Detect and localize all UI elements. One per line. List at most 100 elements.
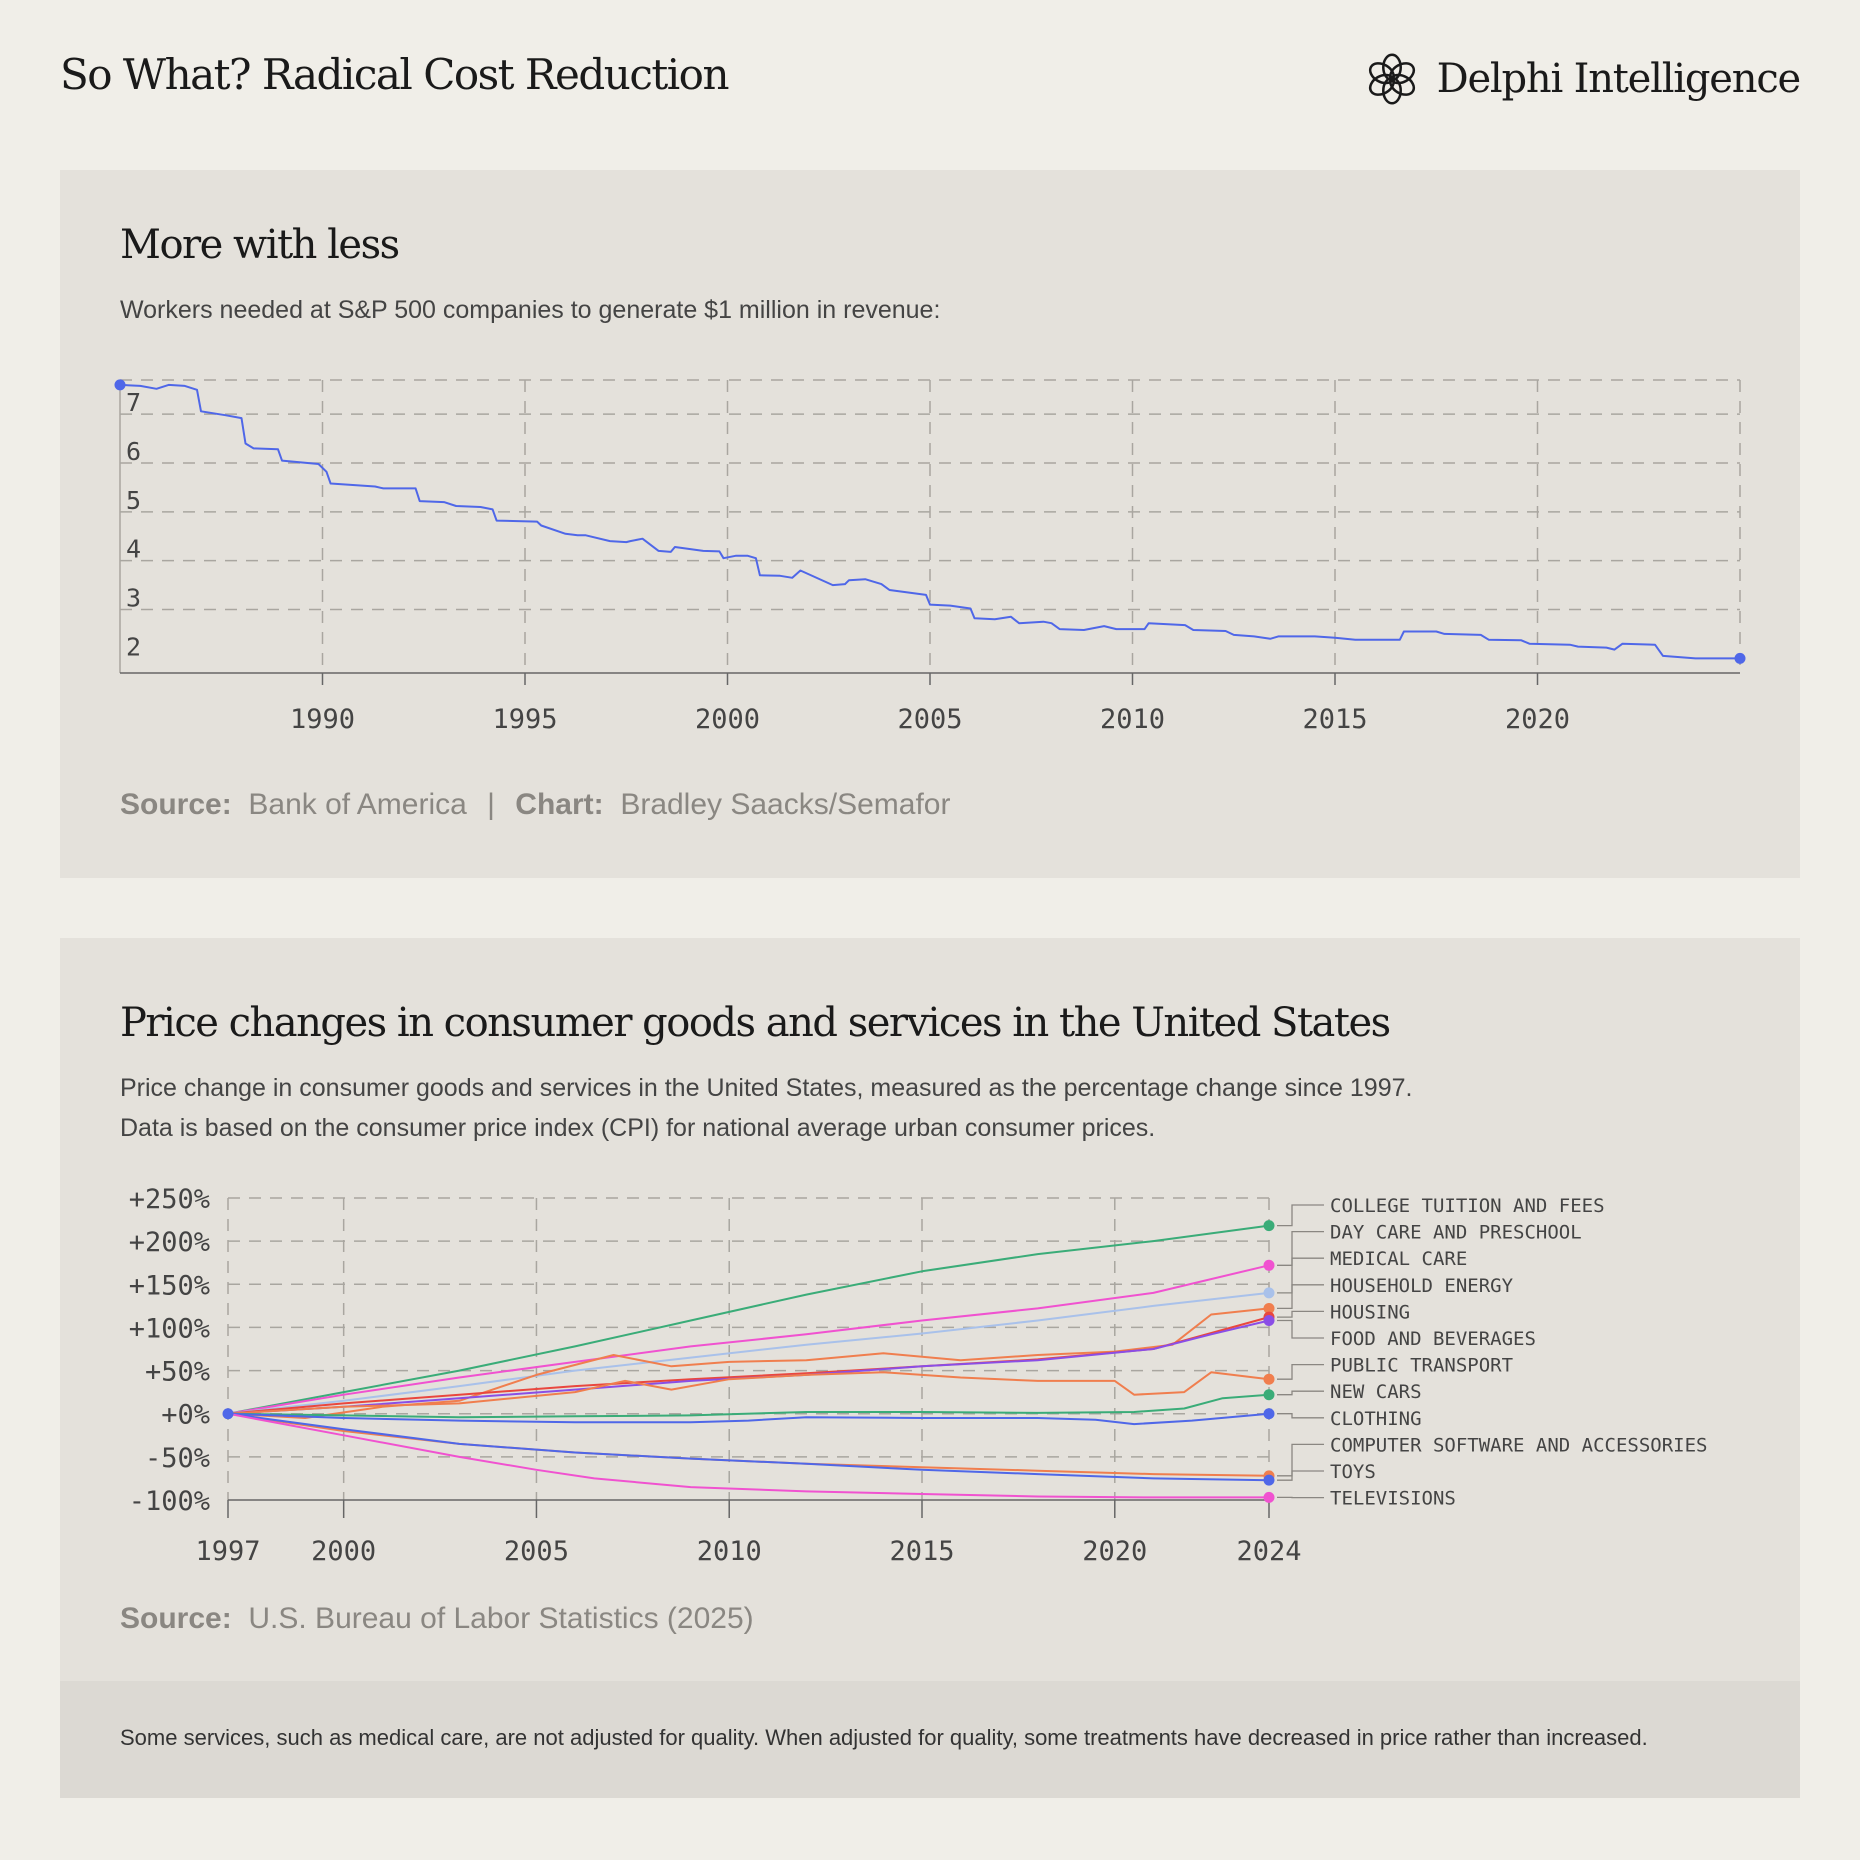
series-end-point — [1263, 1315, 1275, 1327]
y-tick-label: +50% — [145, 1357, 210, 1388]
series-line — [227, 1224, 1270, 1415]
chart-subtitle: Price change in consumer goods and servi… — [120, 1068, 1412, 1148]
chart-panel-workers: More with less Workers needed at S&P 500… — [60, 170, 1800, 878]
legend-label: DAY CARE AND PRESCHOOL — [1330, 1222, 1582, 1244]
chart-subtitle-line-1: Price change in consumer goods and servi… — [120, 1074, 1413, 1102]
series-end-point — [1263, 1259, 1275, 1271]
legend-leader-line — [1277, 1443, 1324, 1477]
x-tick-label: 2015 — [889, 1536, 954, 1567]
y-tick-label: 5 — [126, 486, 141, 515]
brand-name: Delphi Intelligence — [1436, 56, 1802, 102]
chart-source: Source: U.S. Bureau of Labor Statistics … — [120, 1602, 754, 1636]
legend-leader-line — [1277, 1470, 1324, 1481]
series-line — [227, 1264, 1270, 1415]
source-separator: | — [487, 788, 495, 821]
chart-panel-prices: Price changes in consumer goods and serv… — [60, 938, 1800, 1798]
workers-line-chart: 2 3 4 5 6 7 1990 1995 2000 2005 2010 2015 2020 — [114, 379, 1746, 735]
legend-leader-line — [1277, 1390, 1324, 1396]
series-end-point — [1263, 1389, 1275, 1401]
chart-title: Price changes in consumer goods and serv… — [120, 1000, 1391, 1046]
x-tick-label: 2010 — [1100, 704, 1165, 735]
series-end-point — [1734, 652, 1746, 664]
legend-leader-line — [1277, 1204, 1324, 1227]
header: So What? Radical Cost Reduction Delphi I… — [60, 40, 1802, 120]
chart-credit-value: Bradley Saacks/Semafor — [620, 788, 951, 821]
x-tick-label: 2020 — [1505, 704, 1570, 735]
y-tick-label: +0% — [161, 1400, 210, 1431]
series-line — [227, 1412, 1270, 1477]
series-end-point — [1263, 1287, 1275, 1299]
series-start-point — [222, 1408, 234, 1420]
series-end-point — [1263, 1220, 1275, 1232]
x-tick-label: 2005 — [504, 1536, 569, 1567]
x-tick-label: 2000 — [695, 704, 760, 735]
series-start-point — [114, 379, 126, 391]
y-tick-label: 7 — [126, 388, 141, 417]
legend-label: FOOD AND BEVERAGES — [1330, 1328, 1536, 1350]
series-line — [227, 1291, 1270, 1415]
series-end-point — [1263, 1373, 1275, 1385]
footnote-band: Some services, such as medical care, are… — [60, 1681, 1800, 1798]
source-value: U.S. Bureau of Labor Statistics (2025) — [248, 1602, 754, 1635]
price-changes-line-chart: +250% +200% +150% +100% +50% +0% -50% -100% 1997… — [129, 1184, 1708, 1567]
series-line — [227, 1412, 1270, 1426]
y-tick-label: +250% — [129, 1184, 210, 1215]
y-tick-label: -100% — [129, 1486, 210, 1517]
legend-leader-line — [1277, 1363, 1324, 1380]
y-tick-label: +150% — [129, 1270, 210, 1301]
y-tick-label: +200% — [129, 1227, 210, 1258]
legend-label: HOUSING — [1330, 1301, 1410, 1323]
series-line — [227, 1412, 1270, 1482]
footnote: Some services, such as medical care, are… — [120, 1725, 1648, 1750]
legend-label: TOYS — [1330, 1461, 1376, 1483]
series-line — [227, 1307, 1270, 1419]
chart-subtitle: Workers needed at S&P 500 companies to g… — [120, 296, 941, 324]
x-tick-label: 2020 — [1082, 1536, 1147, 1567]
series-line — [227, 1371, 1270, 1415]
legend-leader-line — [1277, 1413, 1324, 1419]
series-end-point — [1263, 1302, 1275, 1314]
x-tick-label: 1995 — [492, 704, 557, 735]
source-label: Source: — [120, 788, 232, 821]
chart-title: More with less — [120, 222, 400, 268]
y-tick-label: +100% — [129, 1313, 210, 1344]
series-end-point — [1263, 1491, 1275, 1503]
series-line — [227, 1412, 1269, 1499]
y-tick-label: -50% — [145, 1443, 210, 1474]
brand[interactable]: Delphi Intelligence — [1361, 48, 1802, 110]
chart-subtitle-line-2: Data is based on the consumer price inde… — [120, 1114, 1156, 1142]
legend-leader-line — [1277, 1284, 1324, 1310]
source-label: Source: — [120, 1602, 232, 1635]
series-end-point — [1263, 1474, 1275, 1486]
legend-leader-line — [1277, 1230, 1324, 1266]
page-title: So What? Radical Cost Reduction — [60, 50, 730, 99]
legend-label: NEW CARS — [1330, 1381, 1422, 1403]
series-line — [227, 1316, 1270, 1415]
delphi-knot-logo-icon — [1368, 53, 1415, 105]
x-tick-label: 2024 — [1236, 1536, 1301, 1567]
x-tick-label: 1997 — [195, 1536, 260, 1567]
legend-label: MEDICAL CARE — [1330, 1248, 1467, 1270]
x-tick-label: 1990 — [290, 704, 355, 735]
y-tick-label: 4 — [126, 535, 141, 564]
workers-series-line — [119, 383, 1740, 660]
source-value: Bank of America — [248, 788, 467, 821]
x-tick-label: 2005 — [897, 704, 962, 735]
legend-label: COLLEGE TUITION AND FEES — [1330, 1195, 1605, 1217]
legend-label: COMPUTER SOFTWARE AND ACCESSORIES — [1330, 1434, 1708, 1456]
legend-label: PUBLIC TRANSPORT — [1330, 1355, 1513, 1377]
chart-source: Source: Bank of America | Chart: Bradley… — [120, 788, 950, 822]
legend-leader-line — [1277, 1319, 1324, 1339]
x-tick-label: 2000 — [311, 1536, 376, 1567]
legend-label: CLOTHING — [1330, 1408, 1422, 1430]
series-end-point — [1263, 1408, 1275, 1420]
y-tick-label: 6 — [126, 437, 141, 466]
legend-leader-line — [1277, 1257, 1324, 1294]
chart-credit-label: Chart: — [515, 788, 604, 821]
y-tick-label: 3 — [126, 584, 141, 613]
legend-label: HOUSEHOLD ENERGY — [1330, 1275, 1514, 1297]
series-line — [227, 1393, 1270, 1419]
legend-label: TELEVISIONS — [1330, 1488, 1456, 1510]
legend-leader-line — [1277, 1310, 1324, 1318]
y-tick-label: 2 — [126, 632, 141, 661]
